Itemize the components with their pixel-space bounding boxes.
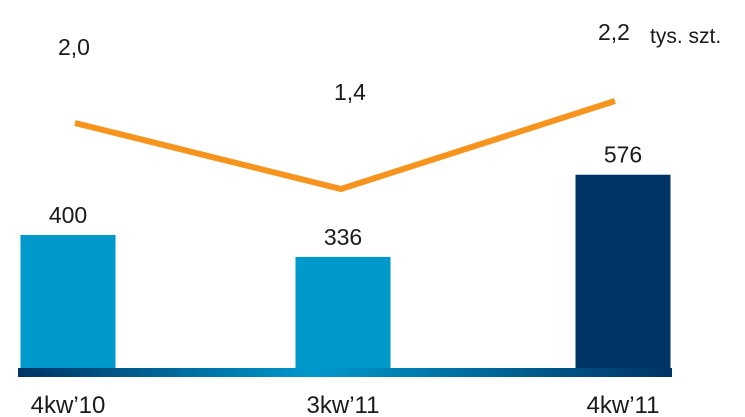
x-tick-label-1: 4kw’10 xyxy=(31,392,106,417)
line-unit-label: tys. szt. xyxy=(650,25,721,48)
bar-value-labels: 400 336 576 xyxy=(49,142,642,250)
bars-layer xyxy=(20,174,671,372)
x-tick-label-3: 4kw’11 xyxy=(587,392,660,417)
bar-2 xyxy=(295,256,391,372)
bar-value-label-3: 576 xyxy=(604,142,642,168)
x-tick-labels: 4kw’10 3kw’11 4kw’11 xyxy=(31,392,660,417)
x-tick-label-2: 3kw’11 xyxy=(307,392,380,417)
bar-1 xyxy=(20,235,116,372)
x-axis-baseline xyxy=(18,368,672,377)
line-value-label-3: 2,2 xyxy=(598,19,630,45)
line-value-label-2: 1,4 xyxy=(334,79,366,105)
line-series xyxy=(74,98,616,193)
line-value-labels: 2,0 1,4 2,2 xyxy=(58,19,630,105)
bar-value-label-1: 400 xyxy=(49,202,87,228)
line-value-label-1: 2,0 xyxy=(58,34,90,60)
bar-3 xyxy=(575,174,671,372)
bar-value-label-2: 336 xyxy=(324,224,362,250)
line-series-layer xyxy=(74,98,616,193)
